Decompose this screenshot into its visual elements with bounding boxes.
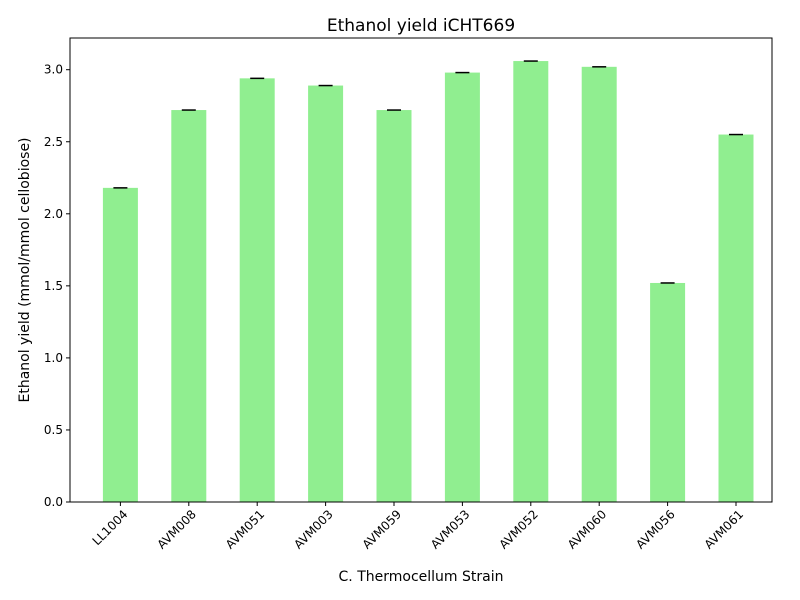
bar-AVM008 [171,110,207,503]
y-axis-label: Ethanol yield (mmol/mmol cellobiose) [17,137,33,402]
bar-AVM053 [444,72,480,502]
bars-group [102,61,754,503]
y-axis-ticks: 0.0 0.5 1.0 1.5 2.0 2.5 3.0 [44,63,70,509]
chart-title: Ethanol yield iCHT669 [327,16,515,36]
bar-AVM061 [718,134,754,503]
x-tick-label: AVM061 [702,507,746,551]
x-tick-label: LL1004 [90,507,131,548]
y-tick-label: 3.0 [44,63,63,77]
bar-AVM051 [239,78,275,502]
y-tick-label: 2.0 [44,207,63,221]
bar-AVM060 [581,66,617,502]
x-axis-ticks: LL1004 AVM008 AVM051 AVM003 AVM059 AVM053 AVM0… [90,502,746,552]
x-tick-label: AVM003 [291,507,335,551]
bar-AVM003 [308,85,344,502]
x-tick-label: AVM053 [428,507,472,551]
x-tick-label: AVM052 [496,507,540,551]
bar-AVM052 [513,61,549,502]
y-tick-label: 0.0 [44,495,63,509]
y-tick-label: 2.5 [44,135,63,149]
bar-AVM056 [650,282,686,502]
y-tick-label: 1.5 [44,279,63,293]
x-tick-label: AVM051 [223,507,267,551]
errorbars-group [113,60,743,284]
x-axis-label: C. Thermocellum Strain [339,569,504,585]
x-tick-label: AVM056 [633,507,677,551]
x-tick-label: AVM059 [360,507,404,551]
x-tick-label: AVM008 [154,507,198,551]
plot-frame [69,37,773,503]
bar-LL1004 [102,187,138,503]
x-tick-label: AVM060 [565,507,609,551]
y-tick-label: 0.5 [44,423,63,437]
bar-AVM059 [376,110,412,503]
y-tick-label: 1.0 [44,351,63,365]
